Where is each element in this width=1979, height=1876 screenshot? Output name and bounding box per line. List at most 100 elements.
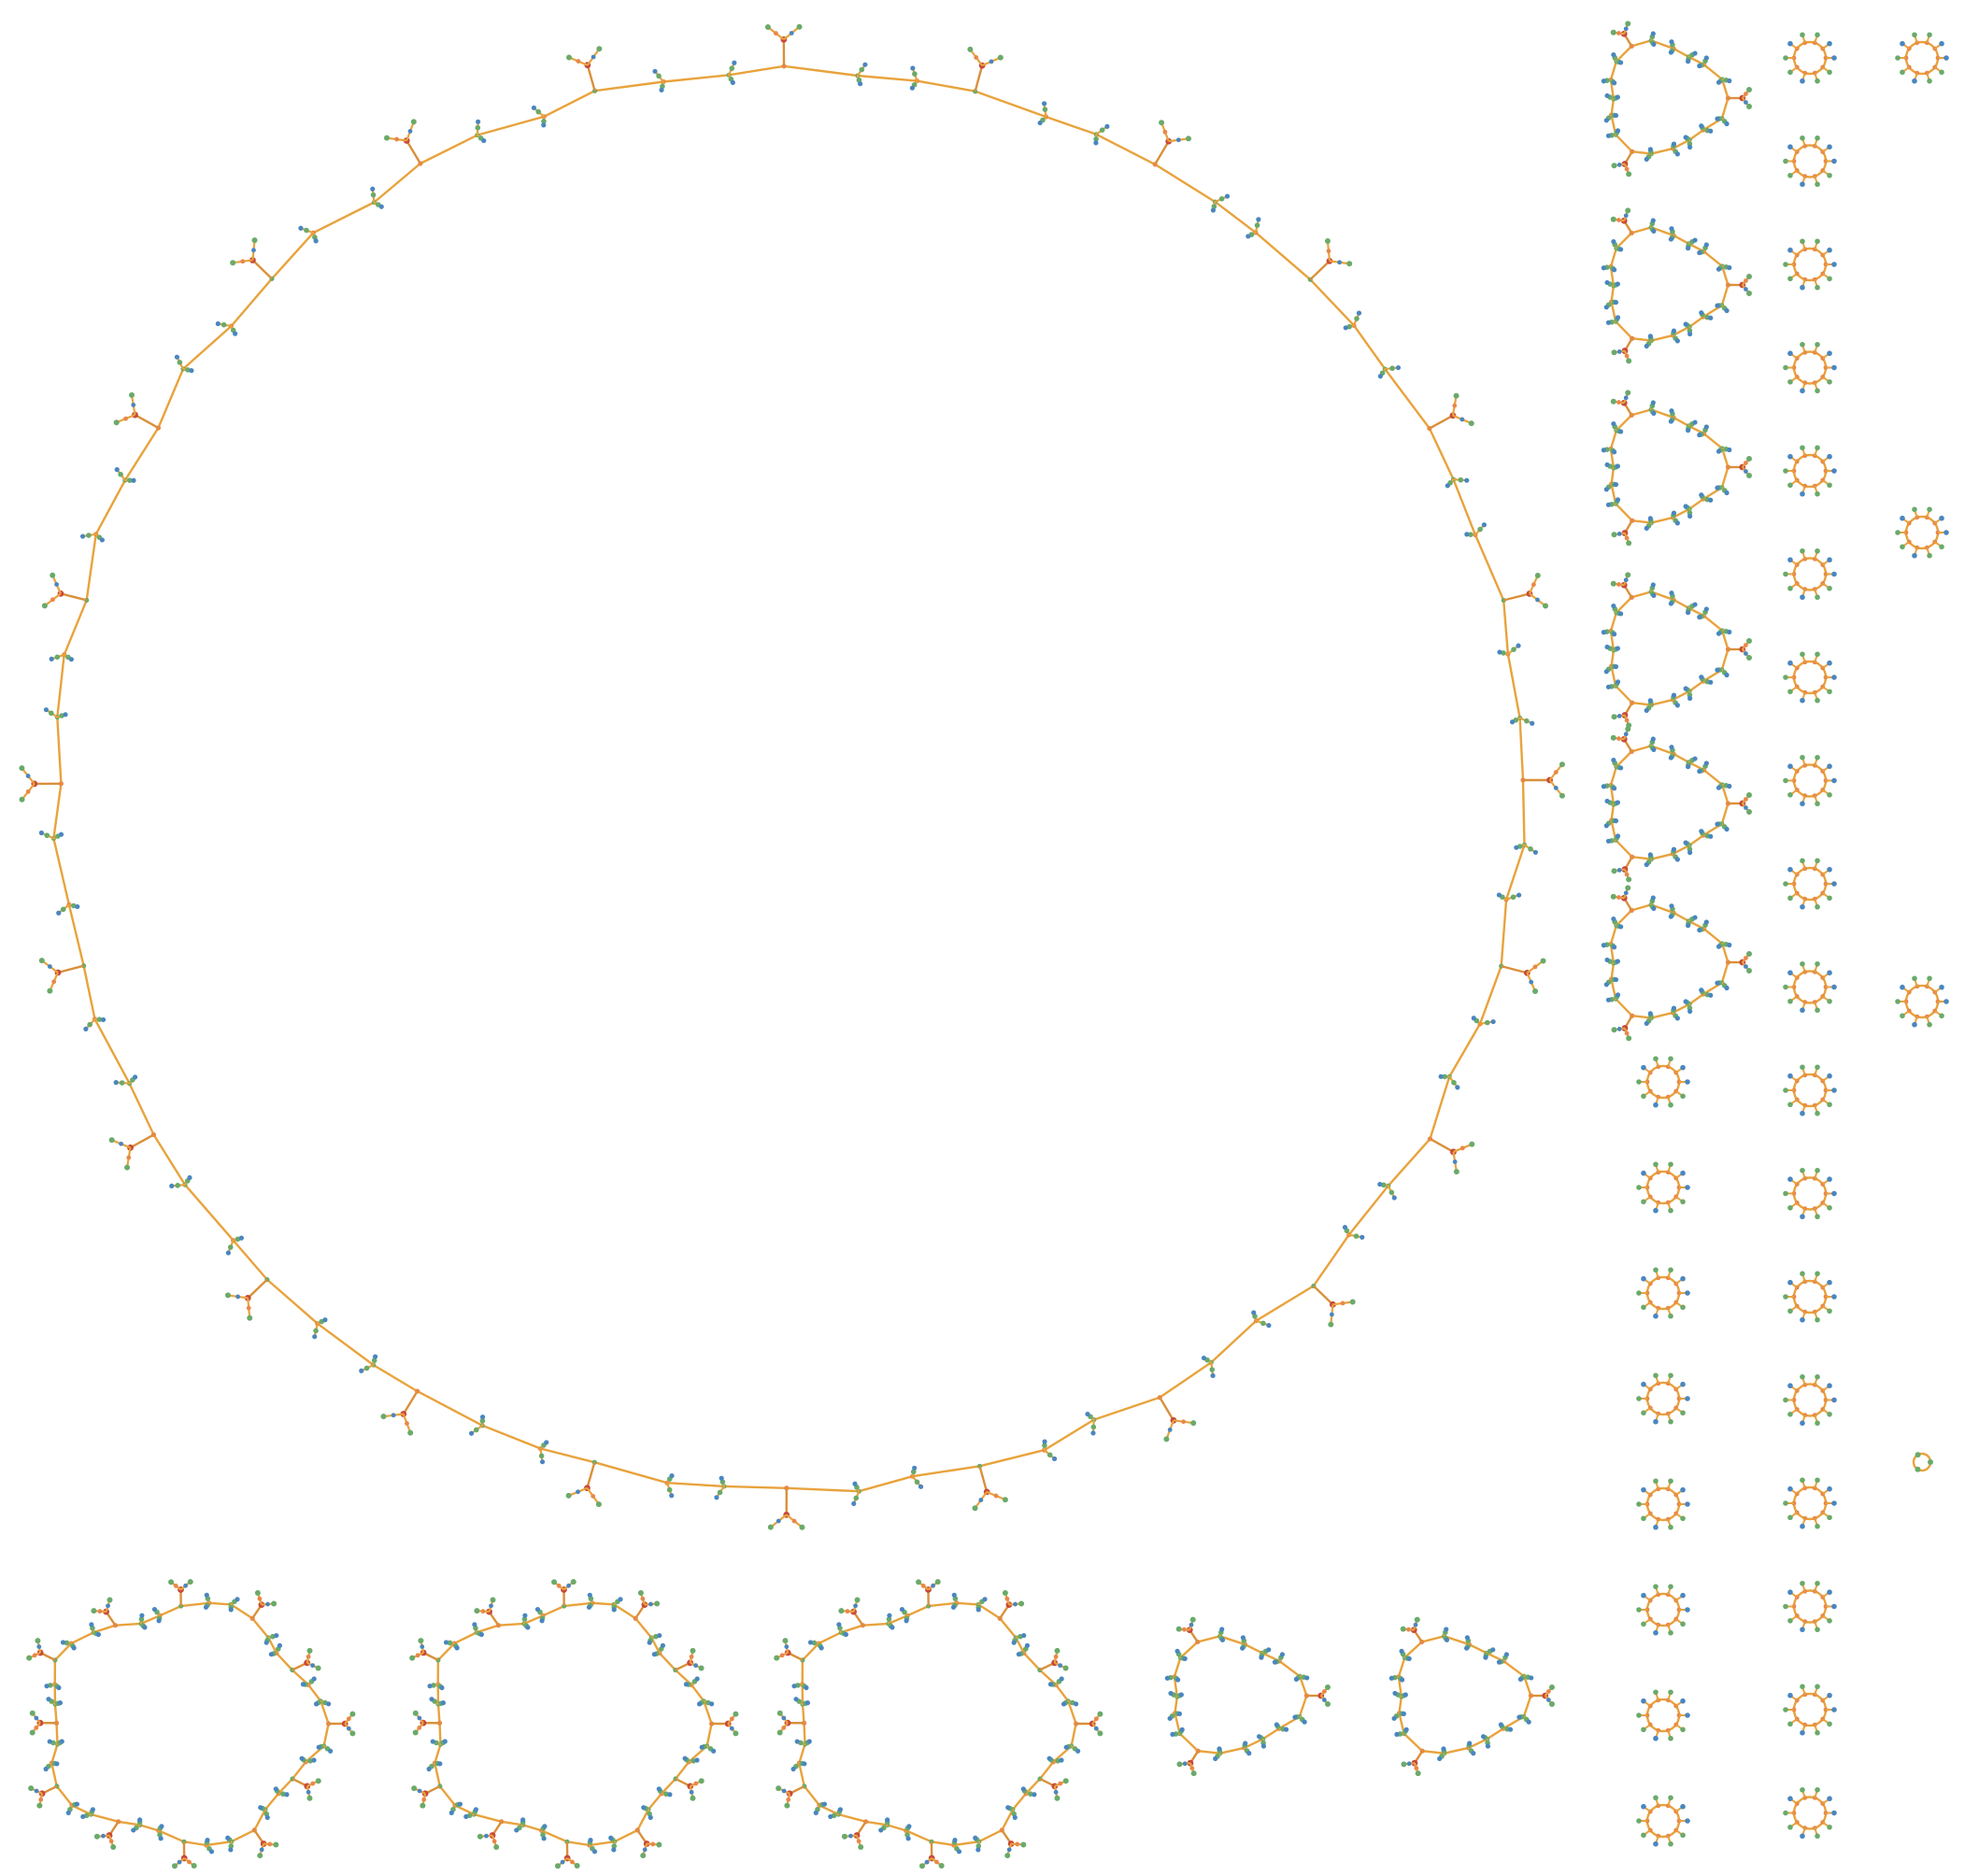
triangular-ring-5-inner-leaf-tip [1668, 419, 1673, 424]
triangular-ring-2-inner-leaf-tip [1480, 1734, 1487, 1740]
medium-ring-2-branch-arm-node [490, 1597, 496, 1603]
large-ring-inner-leaf-tip [1085, 1411, 1090, 1417]
medium-ring-2-leaf-tip [694, 1676, 700, 1682]
large-ring-inner-leaf-tip [1251, 1310, 1257, 1315]
tiny-ring-11-tip [1827, 1073, 1832, 1079]
tiny-ring-22-tip [1636, 1396, 1642, 1401]
triangular-ring-8-leaf-tip [1669, 903, 1674, 909]
tiny-ring-18-tip [1827, 1824, 1832, 1830]
tiny-ring-27-tip [1927, 32, 1932, 38]
tiny-ring-5-tip [1831, 468, 1837, 474]
large-ring-leaf-tip [298, 225, 304, 231]
triangular-ring-7-leaf-tip [1605, 838, 1612, 844]
medium-ring-3-branch-arm-node [916, 1579, 922, 1585]
medium-ring-3-branch-arm-node [776, 1710, 783, 1716]
triangular-ring-5-leaf-tip [1669, 408, 1674, 414]
tiny-ring-14-tip [1783, 1397, 1788, 1403]
tiny-ring-3 [1783, 238, 1837, 291]
triangular-ring-6-inner-leaf-tip [1615, 646, 1620, 651]
tiny-ring-18-tip [1815, 1833, 1820, 1840]
triangular-ring-3-branch-arm-mid [1744, 92, 1748, 96]
large-ring-leaf-tip [669, 1493, 675, 1499]
medium-ring-2-leaf-tip [648, 1814, 653, 1820]
triangular-ring-2-leaf-tip [1471, 1751, 1476, 1756]
medium-ring-1-leaf-tip [131, 1827, 136, 1833]
tiny-ring-26-tip [1641, 1832, 1646, 1839]
medium-ring-2-inner-leaf-tip [439, 1684, 445, 1691]
triangular-ring-1-branch-arm-mid [1182, 1627, 1187, 1632]
triangular-ring-3 [1601, 21, 1753, 178]
large-ring-leaf-tip [174, 354, 180, 360]
tiny-ring-29-tip [1927, 1021, 1932, 1028]
large-ring-branch-arm-node [38, 958, 45, 964]
large-ring-branch-arm-mid [1167, 1427, 1173, 1432]
tiny-ring-25-tip [1636, 1713, 1642, 1718]
tiny-ring-15-tip [1815, 1477, 1820, 1484]
medium-ring-2-branch-arm-node [698, 1778, 705, 1784]
medium-ring-1-branch-arm-node [306, 1647, 313, 1654]
triangular-ring-6-branch-arm-node [1746, 655, 1753, 661]
tiny-ring-18 [1783, 1786, 1837, 1840]
triangular-ring-1-inner-leaf-tip [1243, 1741, 1248, 1746]
tiny-ring-13-tip [1787, 1308, 1793, 1315]
tiny-ring-2-tip [1815, 181, 1820, 188]
triangular-ring-7-branch-arm-node [1746, 809, 1753, 816]
tiny-ring-23-tip [1668, 1478, 1673, 1485]
triangular-ring-3-inner-leaf-tip [1716, 79, 1722, 85]
triangular-ring-7-inner-leaf-tip [1697, 768, 1702, 775]
triangular-ring-1-leaf-tip [1219, 1627, 1225, 1632]
medium-ring-1-leaf-tip [235, 1597, 240, 1602]
tiny-ring-28 [1895, 506, 1949, 559]
medium-ring-1-leaf-tip [204, 1592, 209, 1598]
triangular-ring-1-leaf-tip [1240, 1635, 1246, 1641]
medium-ring-1-branch-arm-mid [310, 1781, 316, 1786]
large-ring-inner-leaf-tip [1438, 1073, 1444, 1079]
tiny-ring-25-tip [1641, 1727, 1646, 1733]
large-ring-inner-leaf-tip [481, 137, 487, 144]
large-ring-leaf-tip [49, 656, 54, 661]
triangular-ring-8-inner-leaf-tip [1697, 927, 1702, 933]
large-ring-leaf-node [1046, 1452, 1053, 1458]
medium-ring-2-branch-arm-mid [650, 1841, 656, 1847]
triangular-ring-7-inner-leaf-tip [1668, 755, 1673, 760]
triangular-ring-6-branch-arm-mid [1624, 718, 1630, 723]
triangular-ring-5-inner-leaf-tip [1699, 492, 1704, 498]
medium-ring-1-branch-arm-node [29, 1710, 36, 1716]
tiny-ring-16 [1783, 1580, 1837, 1633]
large-ring-leaf-tip [1210, 1372, 1216, 1379]
large-ring-leaf-node [853, 1495, 860, 1501]
triangular-ring-5-branch-arm-node [1625, 390, 1631, 396]
tiny-ring-4-tip [1815, 388, 1820, 394]
medium-ring-2-branch-arm-node [574, 1862, 580, 1869]
large-ring-inner-leaf-tip [1042, 1439, 1047, 1444]
large-ring-leaf-tip [225, 1250, 231, 1256]
large-ring-branch-arm-node [1190, 1420, 1197, 1427]
triangular-ring-4 [1601, 207, 1753, 364]
tiny-ring-27-tip [1927, 78, 1932, 84]
isolated-motif [1912, 1452, 1933, 1472]
large-ring-branch-arm-mid [1532, 964, 1538, 970]
tiny-ring-25-tip [1653, 1735, 1659, 1741]
triangular-ring-6-inner-leaf-tip [1715, 667, 1720, 673]
medium-ring-1-inner-leaf-tip [56, 1684, 62, 1691]
tiny-ring-8-tip [1800, 801, 1805, 807]
triangular-ring-8-leaf-tip [1724, 985, 1730, 991]
medium-ring-2-leaf-tip [657, 1632, 662, 1639]
tiny-ring-1-tip [1800, 78, 1805, 84]
triangular-ring-4-inner-leaf-tip [1613, 299, 1619, 306]
large-ring-leaf-node [1090, 1424, 1097, 1430]
triangular-ring-6-inner-leaf-tip [1683, 686, 1688, 691]
tiny-ring-17-tip [1815, 1684, 1820, 1690]
tiny-ring-11-tip [1783, 1087, 1788, 1093]
tiny-ring-3-tip [1800, 284, 1805, 291]
tiny-ring-16-tip [1783, 1603, 1788, 1610]
triangular-ring-1-inner-leaf-tip [1179, 1727, 1185, 1732]
triangular-ring-1-leaf-tip [1304, 1675, 1310, 1681]
medium-ring-3-branch-arm-mid [781, 1788, 787, 1794]
tiny-ring-10-tip [1831, 984, 1837, 990]
large-ring-inner-leaf-tip [544, 1440, 549, 1445]
tiny-ring-23-tip [1641, 1515, 1646, 1522]
medium-ring-2-inner-leaf-tip [520, 1817, 526, 1823]
triangular-ring-8-inner-leaf-tip [1611, 945, 1617, 950]
